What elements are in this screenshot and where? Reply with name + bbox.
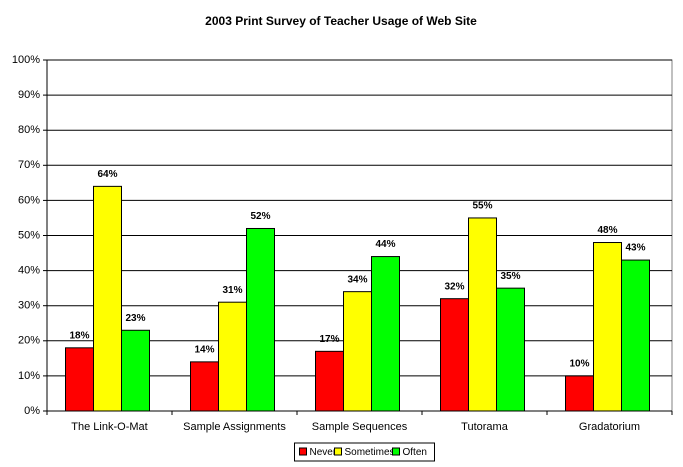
value-label: 44% xyxy=(375,239,395,250)
legend-label: Never xyxy=(310,447,337,458)
bar xyxy=(218,301,247,412)
value-label: 14% xyxy=(194,345,214,356)
bar xyxy=(65,347,94,412)
x-tick-label: Sample Assignments xyxy=(183,421,286,433)
bar xyxy=(343,291,372,412)
value-label: 23% xyxy=(125,313,145,324)
value-label: 10% xyxy=(569,359,589,370)
x-tick-label: Tutorama xyxy=(461,421,509,433)
y-tick-label: 40% xyxy=(18,265,40,277)
value-label: 64% xyxy=(97,169,117,180)
y-tick-label: 80% xyxy=(18,124,40,136)
bar xyxy=(468,217,497,412)
y-tick-label: 90% xyxy=(18,89,40,101)
y-tick-label: 50% xyxy=(18,229,40,241)
bar xyxy=(496,287,525,412)
bar xyxy=(440,298,469,412)
legend-swatch xyxy=(392,447,400,456)
value-label: 18% xyxy=(69,330,89,341)
legend-label: Sometimes xyxy=(345,447,395,458)
value-label: 35% xyxy=(500,271,520,282)
x-tick-label: Sample Sequences xyxy=(312,421,408,433)
value-label: 34% xyxy=(347,274,367,285)
bar xyxy=(565,375,594,412)
x-tick-label: Gradatorium xyxy=(579,421,640,433)
bar xyxy=(121,329,150,412)
legend-swatch xyxy=(299,447,307,456)
bar xyxy=(593,242,622,412)
bar xyxy=(246,227,275,412)
y-tick-label: 30% xyxy=(18,300,40,312)
y-tick-label: 60% xyxy=(18,194,40,206)
bar xyxy=(190,361,219,412)
value-label: 31% xyxy=(222,285,242,296)
bar xyxy=(371,256,400,412)
value-label: 52% xyxy=(250,211,270,222)
value-label: 55% xyxy=(472,201,492,212)
y-tick-label: 20% xyxy=(18,335,40,347)
x-tick-label: The Link-O-Mat xyxy=(71,421,147,433)
value-label: 17% xyxy=(319,334,339,345)
y-tick-label: 100% xyxy=(12,54,40,66)
y-tick-label: 0% xyxy=(24,405,40,417)
legend-label: Often xyxy=(403,447,427,458)
value-label: 32% xyxy=(444,281,464,292)
y-tick-label: 70% xyxy=(18,159,40,171)
value-label: 48% xyxy=(597,225,617,236)
y-tick-label: 10% xyxy=(18,370,40,382)
bar xyxy=(621,259,650,412)
bar xyxy=(315,350,344,412)
chart-title: 2003 Print Survey of Teacher Usage of We… xyxy=(205,14,477,28)
legend-swatch xyxy=(334,447,342,456)
value-label: 43% xyxy=(625,243,645,254)
bar xyxy=(93,185,122,412)
